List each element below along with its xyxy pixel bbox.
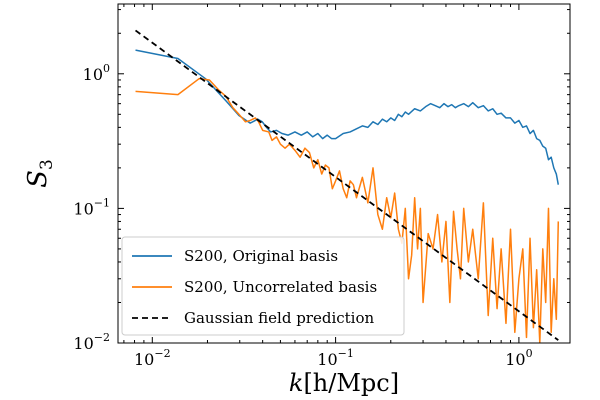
legend-label-2: Gaussian field prediction	[184, 309, 375, 327]
x-tick-label: 10−1	[317, 347, 354, 369]
legend: S200, Original basis S200, Uncorrelated b…	[121, 236, 405, 336]
y-tick-label: 10−1	[73, 196, 110, 218]
x-axis-label-units: [h/Mpc]	[303, 369, 399, 397]
legend-box	[121, 236, 405, 336]
legend-label-1: S200, Uncorrelated basis	[184, 278, 377, 296]
y-axis-label-sub: 3	[37, 159, 57, 170]
y-tick-label: 10−2	[73, 331, 110, 353]
x-tick-label: 10−2	[134, 347, 171, 369]
series-line-0	[135, 49, 560, 185]
y-tick-label: 100	[83, 62, 110, 84]
plot-frame	[117, 3, 571, 344]
axis-ticks: 10−2 10−1 100 10−2 10−1 100	[73, 4, 570, 369]
series-line-2	[134, 29, 559, 341]
series-line-1	[135, 77, 560, 343]
legend-label-0: S200, Original basis	[184, 247, 338, 265]
x-axis-label-var: k	[289, 369, 304, 397]
x-tick-label: 100	[505, 347, 532, 369]
x-axis-label: k[h/Mpc]	[289, 369, 399, 397]
y-axis-label: S3	[23, 159, 57, 188]
y-axis-label-var: S	[23, 170, 53, 188]
